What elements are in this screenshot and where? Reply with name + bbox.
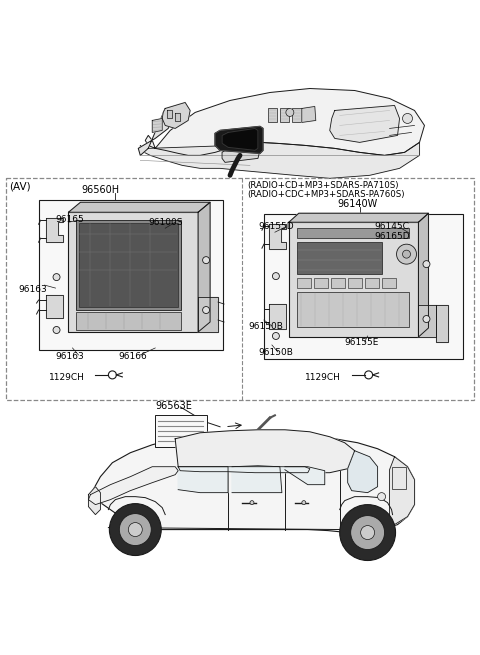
Polygon shape (138, 109, 172, 155)
Text: (RADIO+CD+MP3+SDARS-PA710S): (RADIO+CD+MP3+SDARS-PA710S) (247, 181, 398, 191)
Polygon shape (222, 147, 260, 162)
Bar (76, 312, 181, 330)
Polygon shape (90, 432, 415, 533)
Bar (268, 109, 277, 122)
Polygon shape (152, 119, 162, 132)
Polygon shape (175, 430, 355, 473)
Bar (6, 178, 474, 400)
Polygon shape (419, 305, 436, 337)
Text: 96100S: 96100S (148, 218, 183, 227)
Bar (155, 415, 207, 447)
Text: 96150B: 96150B (258, 348, 293, 357)
Text: 96560H: 96560H (81, 185, 120, 195)
Circle shape (396, 244, 417, 264)
Bar (392, 467, 406, 489)
Polygon shape (178, 467, 228, 493)
Bar (289, 222, 419, 337)
Polygon shape (175, 113, 180, 121)
Polygon shape (46, 218, 62, 242)
Bar (69, 212, 198, 332)
Polygon shape (167, 111, 172, 119)
Polygon shape (88, 467, 178, 504)
Circle shape (351, 515, 384, 550)
Circle shape (203, 307, 210, 314)
Bar (80, 223, 178, 307)
Polygon shape (178, 467, 310, 473)
Text: 96163: 96163 (19, 285, 48, 294)
Polygon shape (88, 487, 100, 515)
Text: 96145C: 96145C (374, 222, 409, 231)
Text: 1129CH: 1129CH (48, 373, 84, 382)
Circle shape (423, 261, 430, 268)
Circle shape (203, 257, 210, 263)
Bar (297, 292, 408, 327)
Text: 96155D: 96155D (258, 222, 294, 231)
Text: 96155E: 96155E (345, 338, 379, 347)
Polygon shape (269, 304, 286, 329)
Text: 96163: 96163 (56, 352, 84, 361)
Polygon shape (198, 297, 218, 332)
Bar (297, 228, 408, 238)
Bar (76, 220, 181, 310)
Bar (292, 109, 301, 122)
Circle shape (360, 525, 374, 540)
Bar (382, 278, 396, 288)
Circle shape (286, 109, 294, 117)
Text: 96140W: 96140W (337, 199, 378, 209)
Text: 96165D: 96165D (374, 233, 410, 241)
Polygon shape (145, 88, 424, 155)
Text: 1129CH: 1129CH (305, 373, 341, 382)
Bar (38, 200, 223, 350)
Circle shape (128, 523, 142, 536)
Bar (297, 278, 311, 288)
Polygon shape (69, 202, 210, 212)
Text: 96563E: 96563E (155, 401, 192, 411)
Circle shape (53, 274, 60, 280)
Circle shape (120, 514, 151, 546)
Bar (314, 278, 328, 288)
Polygon shape (330, 105, 399, 142)
Bar (297, 242, 382, 274)
Circle shape (273, 272, 279, 280)
Circle shape (340, 504, 396, 561)
Bar (280, 109, 289, 122)
Polygon shape (46, 295, 62, 318)
Bar (365, 278, 379, 288)
Polygon shape (285, 467, 325, 485)
Circle shape (423, 316, 430, 322)
Polygon shape (302, 107, 316, 122)
Bar (264, 214, 463, 359)
Polygon shape (140, 142, 420, 178)
Text: 96165: 96165 (56, 215, 84, 224)
Polygon shape (436, 305, 448, 342)
Circle shape (403, 113, 412, 123)
Circle shape (250, 500, 254, 504)
Polygon shape (198, 202, 210, 332)
Polygon shape (419, 214, 429, 337)
Text: (AV): (AV) (9, 181, 30, 191)
Polygon shape (289, 214, 429, 222)
Circle shape (378, 493, 385, 500)
Polygon shape (215, 126, 263, 153)
Text: 96166: 96166 (119, 352, 147, 361)
Text: (RADIO+CDC+MP3+SDARS-PA760S): (RADIO+CDC+MP3+SDARS-PA760S) (247, 191, 405, 199)
Polygon shape (222, 128, 258, 151)
Polygon shape (269, 224, 286, 249)
Bar (331, 278, 345, 288)
Bar (348, 278, 361, 288)
Text: 96150B: 96150B (248, 322, 283, 331)
Polygon shape (232, 466, 282, 493)
Polygon shape (390, 457, 415, 525)
Polygon shape (348, 451, 378, 493)
Circle shape (403, 250, 410, 258)
Polygon shape (162, 102, 190, 128)
Circle shape (273, 333, 279, 339)
Circle shape (302, 500, 306, 504)
Circle shape (109, 504, 161, 555)
Circle shape (53, 326, 60, 333)
